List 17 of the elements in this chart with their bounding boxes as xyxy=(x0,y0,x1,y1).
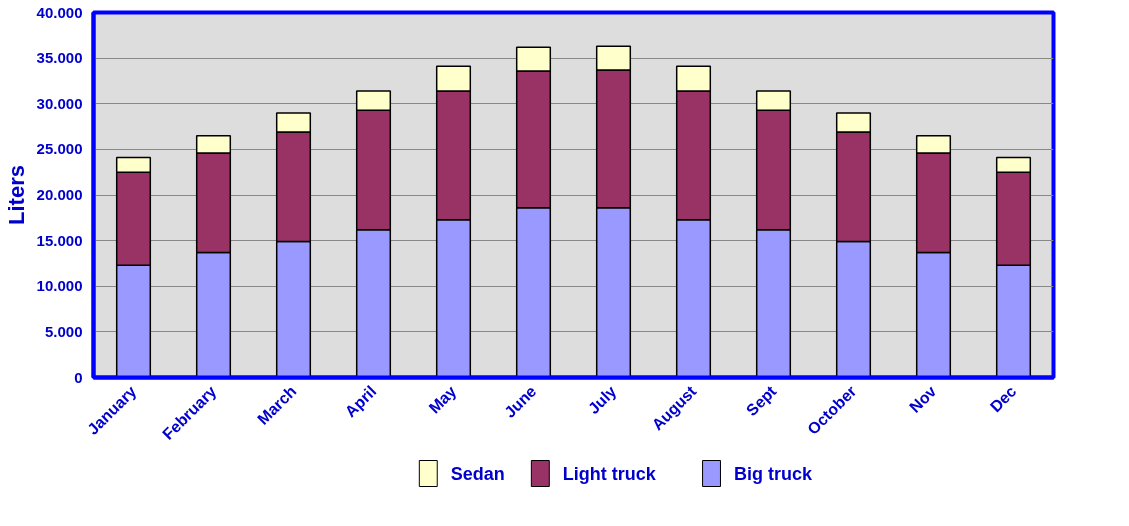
y-tick-label: 35.000 xyxy=(36,49,83,67)
y-tick-label: 30.000 xyxy=(36,94,83,112)
y-tick-label: 15.000 xyxy=(36,231,83,249)
y-tick-label: 5.000 xyxy=(44,322,83,340)
y-tick-label: 20.000 xyxy=(36,186,83,203)
x-tick-label: Dec xyxy=(986,382,1020,416)
x-tick-label: July xyxy=(584,382,620,418)
x-tick-label: Nov xyxy=(906,382,940,416)
y-tick-label: 10.000 xyxy=(36,277,83,295)
y-tick-label: 0 xyxy=(74,368,83,386)
legend-label: Sedan xyxy=(450,463,505,484)
y-axis-title: Liters xyxy=(3,165,29,225)
y-tick-label: 25.000 xyxy=(36,140,83,158)
legend-label: Big truck xyxy=(733,463,813,484)
x-tick-label: May xyxy=(425,382,460,417)
y-tick-label: 40.000 xyxy=(36,3,83,21)
legend-label: Light truck xyxy=(562,463,657,484)
